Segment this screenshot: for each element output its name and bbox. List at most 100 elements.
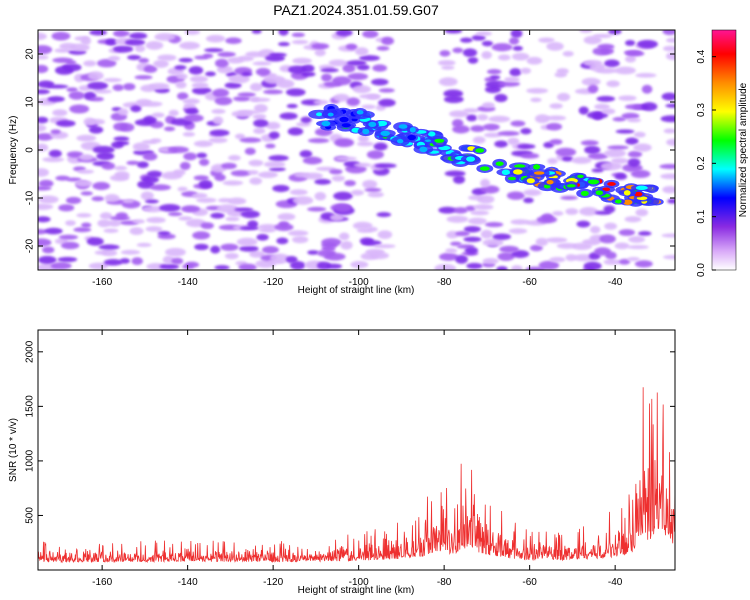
heatmap-cell (605, 251, 617, 260)
heatmap-cell (347, 72, 369, 81)
heatmap-cell (352, 85, 372, 94)
heatmap-cell (325, 263, 343, 269)
heatmap-cell (438, 77, 458, 87)
heatmap-ridge-core (427, 131, 436, 137)
heatmap-cell (184, 30, 201, 35)
heatmap-cell (103, 259, 123, 266)
heatmap-x-label: Height of straight line (km) (298, 285, 415, 296)
heatmap-ridge-core (580, 190, 589, 196)
heatmap-cell (441, 65, 455, 70)
heatmap-cell (51, 31, 71, 41)
heatmap-cell (287, 230, 309, 237)
heatmap-cell (263, 75, 286, 84)
heatmap-cell (607, 145, 629, 150)
snr-x-tick-label: -60 (522, 577, 537, 588)
heatmap-cell (625, 137, 639, 145)
heatmap-cell (545, 237, 568, 243)
heatmap-cell (365, 248, 385, 256)
heatmap-cell (328, 59, 348, 67)
heatmap-cell (378, 88, 395, 93)
heatmap-cell (468, 217, 487, 225)
heatmap-cell (562, 155, 574, 162)
heatmap-cell (178, 57, 193, 63)
heatmap-cell (129, 227, 144, 236)
heatmap-cell (499, 245, 519, 253)
heatmap-cell (119, 123, 135, 132)
heatmap-cell (146, 263, 166, 270)
heatmap-ridge-core (407, 134, 416, 141)
heatmap-cell (587, 153, 608, 160)
heatmap-cell (99, 212, 113, 220)
heatmap-cell (74, 180, 93, 187)
heatmap-cell (191, 87, 212, 95)
heatmap-cell (276, 237, 289, 245)
heatmap-cell (193, 175, 209, 181)
heatmap-cell (665, 52, 675, 61)
heatmap-cell (517, 143, 536, 150)
heatmap-ridge-core (614, 199, 622, 204)
heatmap-cell (356, 64, 370, 71)
heatmap-cell (549, 256, 566, 263)
heatmap-cell (210, 245, 221, 254)
heatmap-x-tick-label: -60 (522, 277, 537, 288)
heatmap-x-tick-label: -100 (349, 277, 369, 288)
heatmap-cell (476, 195, 495, 204)
heatmap-ridge-core (327, 112, 334, 117)
heatmap-cell (38, 179, 54, 188)
heatmap-cell (483, 132, 502, 138)
heatmap-cell (228, 74, 250, 84)
heatmap-cell (445, 248, 458, 254)
heatmap-x-tick-label: -120 (263, 277, 283, 288)
heatmap-cell (163, 126, 176, 132)
heatmap-cell (60, 241, 80, 250)
heatmap-cell (196, 197, 217, 203)
heatmap-cell (265, 143, 276, 149)
heatmap-cell (484, 221, 504, 228)
heatmap-cell (373, 142, 388, 151)
heatmap-x-tick-label: -80 (437, 277, 452, 288)
heatmap-cell (205, 34, 226, 43)
heatmap-cell (618, 95, 637, 101)
heatmap-cell (512, 45, 523, 51)
heatmap-cell (114, 171, 130, 179)
heatmap-cell (329, 214, 344, 222)
heatmap-cell (586, 111, 609, 119)
heatmap-cell (449, 110, 469, 118)
heatmap-cell (120, 249, 141, 255)
heatmap-cell (87, 118, 106, 125)
heatmap-cell (606, 80, 620, 88)
heatmap-cell (482, 257, 499, 265)
heatmap-cell (174, 65, 187, 70)
heatmap-cell (240, 210, 260, 219)
heatmap-cell (470, 210, 490, 216)
heatmap-cell (212, 116, 224, 125)
heatmap-cell (510, 30, 523, 38)
heatmap-cell (307, 250, 319, 255)
heatmap-cell (634, 260, 653, 268)
heatmap-cell (119, 258, 131, 264)
heatmap-cell (81, 222, 92, 228)
heatmap-cell (508, 228, 528, 234)
heatmap-cell (278, 42, 290, 47)
heatmap-cell (142, 152, 158, 161)
heatmap-cell (179, 41, 200, 50)
snr-background (38, 330, 675, 570)
heatmap-cell (214, 58, 229, 68)
heatmap-cell (76, 134, 97, 142)
heatmap-cell (70, 43, 90, 52)
heatmap-cell (635, 73, 657, 78)
heatmap-cell (253, 104, 268, 113)
heatmap-cell (42, 156, 65, 163)
heatmap-cell (489, 75, 501, 80)
heatmap-cell (258, 224, 278, 231)
heatmap-cell (76, 213, 92, 218)
colorbar-tick-label: 0.3 (696, 103, 707, 117)
heatmap-cell (58, 234, 79, 240)
heatmap-cell (143, 115, 157, 124)
heatmap-cell (92, 145, 115, 154)
heatmap-ridge-core (409, 127, 416, 133)
heatmap-cell (497, 131, 520, 137)
heatmap-cell (546, 41, 564, 51)
heatmap-cell (301, 71, 316, 77)
